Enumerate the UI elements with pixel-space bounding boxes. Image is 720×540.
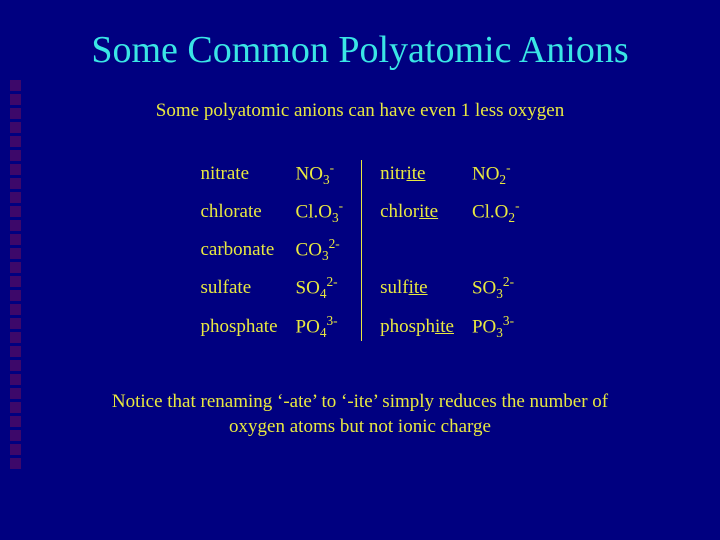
ion-formula: SO32-	[472, 274, 520, 302]
ion-name-ite: phosphite	[380, 316, 454, 338]
ion-table-wrap: nitrate NO3- nitrite NO2- chlorate Cl.O3- chlo…	[40, 160, 680, 341]
ion-name-ite: sulfite	[380, 277, 454, 299]
slide-title: Some Common Polyatomic Anions	[40, 28, 680, 72]
ion-formula: Cl.O3-	[296, 198, 344, 226]
ion-formula: SO42-	[296, 274, 344, 302]
ion-formula: NO2-	[472, 160, 520, 188]
slide-subtitle: Some polyatomic anions can have even 1 l…	[40, 100, 680, 122]
ion-formula: Cl.O2-	[472, 198, 520, 226]
ion-name-ate: phosphate	[200, 316, 277, 338]
ion-name-ate: carbonate	[200, 239, 277, 261]
ion-table: nitrate NO3- nitrite NO2- chlorate Cl.O3- chlo…	[200, 160, 519, 341]
slide-footnote: Notice that renaming ‘-ate’ to ‘-ite’ si…	[40, 389, 680, 440]
ion-formula: NO3-	[296, 160, 344, 188]
ion-formula: PO33-	[472, 313, 520, 341]
table-divider	[361, 160, 362, 341]
ion-formula: PO43-	[296, 313, 344, 341]
slide-container: Some Common Polyatomic Anions Some polya…	[0, 0, 720, 540]
ion-name-ate: chlorate	[200, 201, 277, 223]
ion-name-ite: nitrite	[380, 163, 454, 185]
ion-name-ate: sulfate	[200, 277, 277, 299]
ion-name-ate: nitrate	[200, 163, 277, 185]
ion-formula: CO32-	[296, 236, 344, 264]
ion-name-ite: chlorite	[380, 201, 454, 223]
